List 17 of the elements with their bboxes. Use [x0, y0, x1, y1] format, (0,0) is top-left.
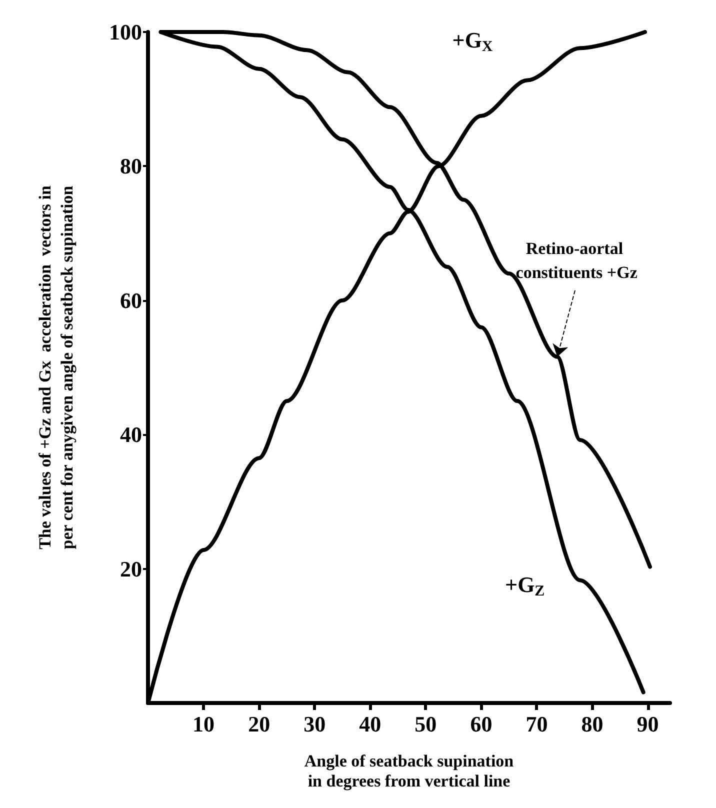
y-tick-label: 20	[120, 556, 142, 582]
y-tick-label: 60	[120, 288, 142, 313]
x-tick-label: 80	[581, 712, 604, 736]
x-tick-label: 50	[414, 712, 437, 736]
y-axis-title: The values of +Gz and Gx acceleration vectors in per cent for anygiven angle of seatback supination	[36, 185, 76, 550]
x-tick-label: 70	[526, 712, 548, 736]
x-axis-title: Angle of seatback supination in degrees from vertical line	[304, 752, 514, 790]
x-tick-label: 10	[192, 712, 215, 736]
y-tick-label: 40	[120, 422, 142, 448]
x-tick-label: 30	[304, 712, 326, 736]
x-tick-label: 40	[359, 712, 382, 736]
y-tick-label: 80	[120, 154, 142, 179]
x-tick-label: 60	[470, 712, 492, 736]
x-tick-label: 20	[248, 712, 270, 736]
y-tick-label: 100	[109, 20, 142, 44]
annotation: Retino-aortal constituents +Gz	[516, 239, 638, 282]
x-tick-label: 90	[636, 712, 659, 736]
